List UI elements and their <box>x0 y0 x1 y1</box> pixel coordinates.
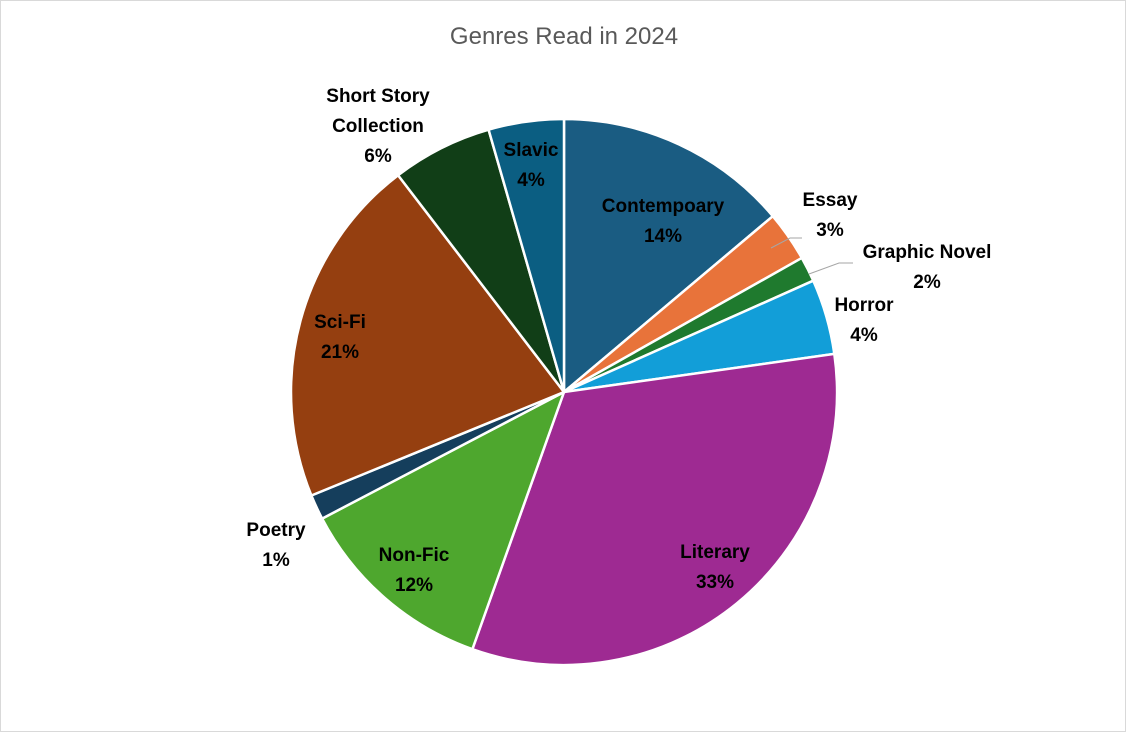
pie-slice-literary <box>471 352 839 667</box>
pie-slice-non-fic <box>320 390 566 651</box>
slice-label-horror: Horror 4% <box>834 295 894 346</box>
slice-labels: Contempoary 14% Essay 3%Graphic Novel 2%Horr… <box>246 86 991 596</box>
leader-lines <box>770 237 853 275</box>
slice-label-essay: Essay 3% <box>803 190 858 241</box>
pie-slice-sci-fi <box>289 173 566 497</box>
slice-label-sci-fi: Sci-Fi 21% <box>314 312 366 363</box>
slice-label-graphic-novel: Graphic Novel 2% <box>863 242 992 293</box>
slice-label-poetry: Poetry 1% <box>246 520 306 571</box>
slice-label-literary: Literary 33% <box>680 542 750 593</box>
slice-label-contempoary: Contempoary 14% <box>602 196 725 247</box>
pie-slices <box>289 117 839 667</box>
pie-slice-slavic <box>487 117 566 394</box>
chart-title: Genres Read in 2024 <box>450 23 678 50</box>
pie-slice-contempoary <box>562 117 775 394</box>
leader-line-essay <box>770 237 802 249</box>
slice-label-non-fic: Non-Fic 12% <box>379 545 450 596</box>
leader-line-graphic-novel <box>808 262 853 275</box>
slice-label-short-story-collection: Short Story Collection 6% <box>326 86 430 167</box>
slice-label-slavic: Slavic 4% <box>504 140 559 191</box>
